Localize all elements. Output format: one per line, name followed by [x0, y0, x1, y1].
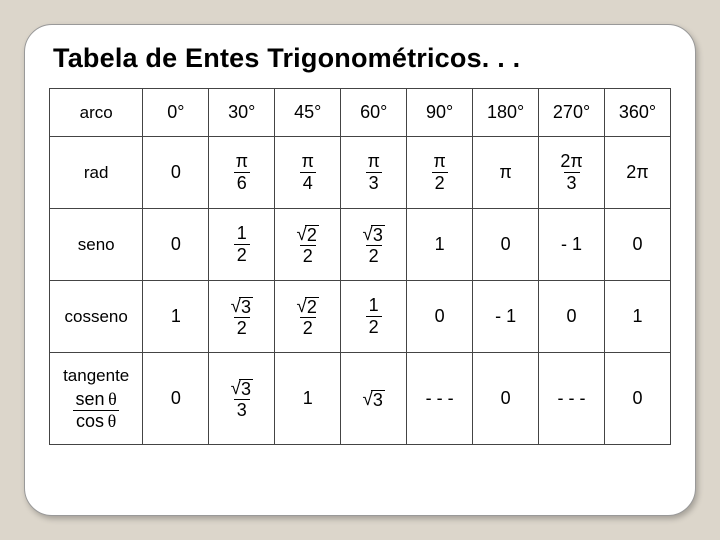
table-row-rad: rad 0 π6 π4 π3 π2 π 2π3 2π	[50, 137, 671, 209]
cell: 1	[275, 353, 341, 445]
table-row-seno: seno 0 12 √22 √32 1 0 - 1 0	[50, 209, 671, 281]
cell: 2π	[605, 137, 671, 209]
cell: √22	[275, 209, 341, 281]
cell: 0	[407, 281, 473, 353]
cell: 45°	[275, 89, 341, 137]
cell: - - -	[407, 353, 473, 445]
slide-card: Tabela de Entes Trigonométricos. . . arc…	[24, 24, 696, 516]
cell: 270°	[539, 89, 605, 137]
cell: 30°	[209, 89, 275, 137]
trig-table: arco 0° 30° 45° 60° 90° 180° 270° 360° r…	[49, 88, 671, 445]
cell: 60°	[341, 89, 407, 137]
table-row-arco: arco 0° 30° 45° 60° 90° 180° 270° 360°	[50, 89, 671, 137]
cell: 0	[473, 353, 539, 445]
cell: 2π3	[539, 137, 605, 209]
cell: 0	[473, 209, 539, 281]
cell: 360°	[605, 89, 671, 137]
cell: √33	[209, 353, 275, 445]
cell: 0	[539, 281, 605, 353]
cell: √3	[341, 353, 407, 445]
cell: 0°	[143, 89, 209, 137]
row-label-arco: arco	[50, 89, 143, 137]
row-label-rad: rad	[50, 137, 143, 209]
cell: 1	[605, 281, 671, 353]
cell: π2	[407, 137, 473, 209]
row-label-tangente: tangente sen θ cos θ	[50, 353, 143, 445]
cell: √22	[275, 281, 341, 353]
cell: π4	[275, 137, 341, 209]
tangente-ratio: sen θ cos θ	[73, 390, 120, 431]
cell: 1	[407, 209, 473, 281]
page-title: Tabela de Entes Trigonométricos. . .	[53, 43, 671, 74]
cell: √32	[341, 209, 407, 281]
cell: 12	[209, 209, 275, 281]
cell: π6	[209, 137, 275, 209]
tangente-word: tangente	[63, 366, 129, 386]
cell: 90°	[407, 89, 473, 137]
cell: π3	[341, 137, 407, 209]
row-label-seno: seno	[50, 209, 143, 281]
cell: - - -	[539, 353, 605, 445]
cell: 1	[143, 281, 209, 353]
table-row-cosseno: cosseno 1 √32 √22 12 0 - 1 0 1	[50, 281, 671, 353]
cell: 0	[605, 209, 671, 281]
row-label-cosseno: cosseno	[50, 281, 143, 353]
cell: 0	[605, 353, 671, 445]
table-row-tangente: tangente sen θ cos θ 0 √33 1 √3 - - - 0 …	[50, 353, 671, 445]
cell: 0	[143, 137, 209, 209]
cell: √32	[209, 281, 275, 353]
cell: - 1	[539, 209, 605, 281]
cell: π	[473, 137, 539, 209]
cell: 180°	[473, 89, 539, 137]
cell: 0	[143, 353, 209, 445]
cell: - 1	[473, 281, 539, 353]
cell: 12	[341, 281, 407, 353]
cell: 0	[143, 209, 209, 281]
